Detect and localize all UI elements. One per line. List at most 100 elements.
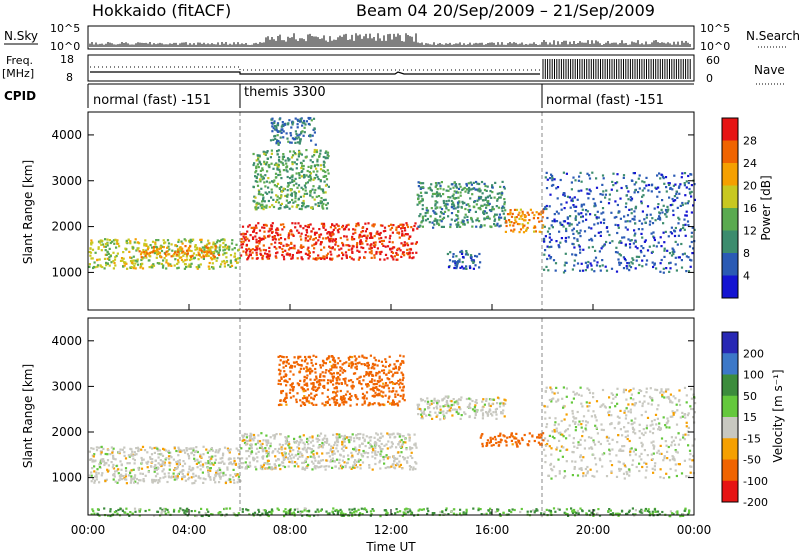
heatmap-cell xyxy=(264,191,267,194)
heatmap-cell xyxy=(265,455,269,458)
heatmap-cell xyxy=(300,175,303,178)
heatmap-cell xyxy=(626,228,629,231)
heatmap-cell xyxy=(292,449,295,452)
heatmap-cell xyxy=(275,256,278,259)
heatmap-cell xyxy=(287,244,290,247)
heatmap-cell xyxy=(183,238,186,241)
heatmap-cell xyxy=(161,462,164,466)
heatmap-cell xyxy=(598,250,601,253)
heatmap-cell xyxy=(288,201,291,204)
heatmap-cell xyxy=(645,184,648,187)
heatmap-cell xyxy=(107,448,110,452)
heatmap-cell xyxy=(222,242,225,245)
heatmap-cell xyxy=(283,370,286,373)
heatmap-cell xyxy=(270,243,273,246)
heatmap-cell xyxy=(499,438,502,441)
heatmap-cell xyxy=(160,262,163,266)
heatmap-cell xyxy=(247,465,250,468)
heatmap-cell xyxy=(312,462,315,465)
heatmap-cell xyxy=(499,224,502,227)
heatmap-cell xyxy=(191,468,194,471)
heatmap-cell xyxy=(298,174,301,177)
heatmap-cell xyxy=(427,405,430,409)
heatmap-cell xyxy=(103,267,106,270)
heatmap-cell xyxy=(687,256,690,259)
heatmap-cell xyxy=(343,434,346,437)
heatmap-cell xyxy=(362,433,365,436)
heatmap-cell xyxy=(379,224,383,227)
heatmap-cell xyxy=(605,269,609,272)
heatmap-cell xyxy=(438,182,441,185)
heatmap-cell xyxy=(296,363,299,366)
heatmap-cell xyxy=(687,270,691,273)
heatmap-cell xyxy=(135,453,138,456)
heatmap-cell xyxy=(97,446,100,449)
heatmap-cell xyxy=(271,180,274,183)
heatmap-cell xyxy=(310,359,313,362)
heatmap-cell xyxy=(200,455,203,458)
heatmap-cell xyxy=(304,234,307,237)
heatmap-cell xyxy=(186,453,190,456)
heatmap-cell xyxy=(128,455,131,458)
heatmap-cell xyxy=(358,236,361,239)
heatmap-cell xyxy=(240,462,243,465)
heatmap-cell xyxy=(424,400,427,403)
heatmap-cell xyxy=(498,196,501,199)
heatmap-cell xyxy=(424,212,427,215)
heatmap-cell xyxy=(315,375,318,378)
heatmap-cell xyxy=(319,149,322,152)
heatmap-cell xyxy=(331,460,334,463)
heatmap-cell xyxy=(313,148,316,152)
heatmap-cell xyxy=(426,209,430,212)
heatmap-cell xyxy=(237,456,240,460)
heatmap-cell xyxy=(214,475,217,478)
heatmap-cell xyxy=(660,173,663,176)
heatmap-cell xyxy=(668,196,671,199)
heatmap-cell xyxy=(323,255,326,258)
heatmap-cell xyxy=(208,242,211,245)
heatmap-cell xyxy=(580,262,583,265)
heatmap-cell xyxy=(291,163,294,166)
heatmap-cell xyxy=(676,196,679,199)
heatmap-cell xyxy=(645,465,649,469)
heatmap-cell xyxy=(688,187,691,191)
heatmap-cell xyxy=(259,180,262,183)
heatmap-cell xyxy=(439,211,443,214)
heatmap-cell xyxy=(337,231,340,234)
heatmap-cell xyxy=(570,199,573,202)
heatmap-cell xyxy=(270,466,273,469)
colorbar-swatch xyxy=(722,118,738,141)
heatmap-cell xyxy=(176,476,179,479)
heatmap-cell xyxy=(285,204,288,207)
heatmap-cell xyxy=(501,180,504,183)
heatmap-cell xyxy=(313,378,316,381)
heatmap-cell xyxy=(294,117,297,120)
heatmap-cell xyxy=(277,140,280,143)
heatmap-cell xyxy=(687,181,690,185)
heatmap-cell xyxy=(629,448,632,451)
heatmap-cell xyxy=(262,150,265,153)
heatmap-cell xyxy=(472,260,476,263)
heatmap-cell xyxy=(342,400,346,404)
heatmap-cell xyxy=(586,472,589,475)
heatmap-cell xyxy=(386,245,390,248)
heatmap-cell xyxy=(579,229,582,232)
heatmap-cell xyxy=(357,433,360,436)
heatmap-cell xyxy=(304,459,307,462)
heatmap-cell xyxy=(322,198,325,202)
heatmap-cell xyxy=(401,232,404,235)
heatmap-cell xyxy=(132,468,135,471)
heatmap-cell xyxy=(120,468,123,471)
heatmap-cell xyxy=(450,218,453,221)
heatmap-cell xyxy=(663,255,666,258)
heatmap-cell xyxy=(461,265,464,268)
heatmap-cell xyxy=(233,457,236,460)
heatmap-cell xyxy=(275,176,278,179)
heatmap-cell xyxy=(493,218,497,221)
heatmap-cell xyxy=(328,234,331,237)
heatmap-cell xyxy=(634,240,637,243)
heatmap-cell xyxy=(234,463,237,466)
heatmap-cell xyxy=(183,267,186,270)
heatmap-cell xyxy=(690,195,693,198)
heatmap-cell xyxy=(418,181,422,184)
